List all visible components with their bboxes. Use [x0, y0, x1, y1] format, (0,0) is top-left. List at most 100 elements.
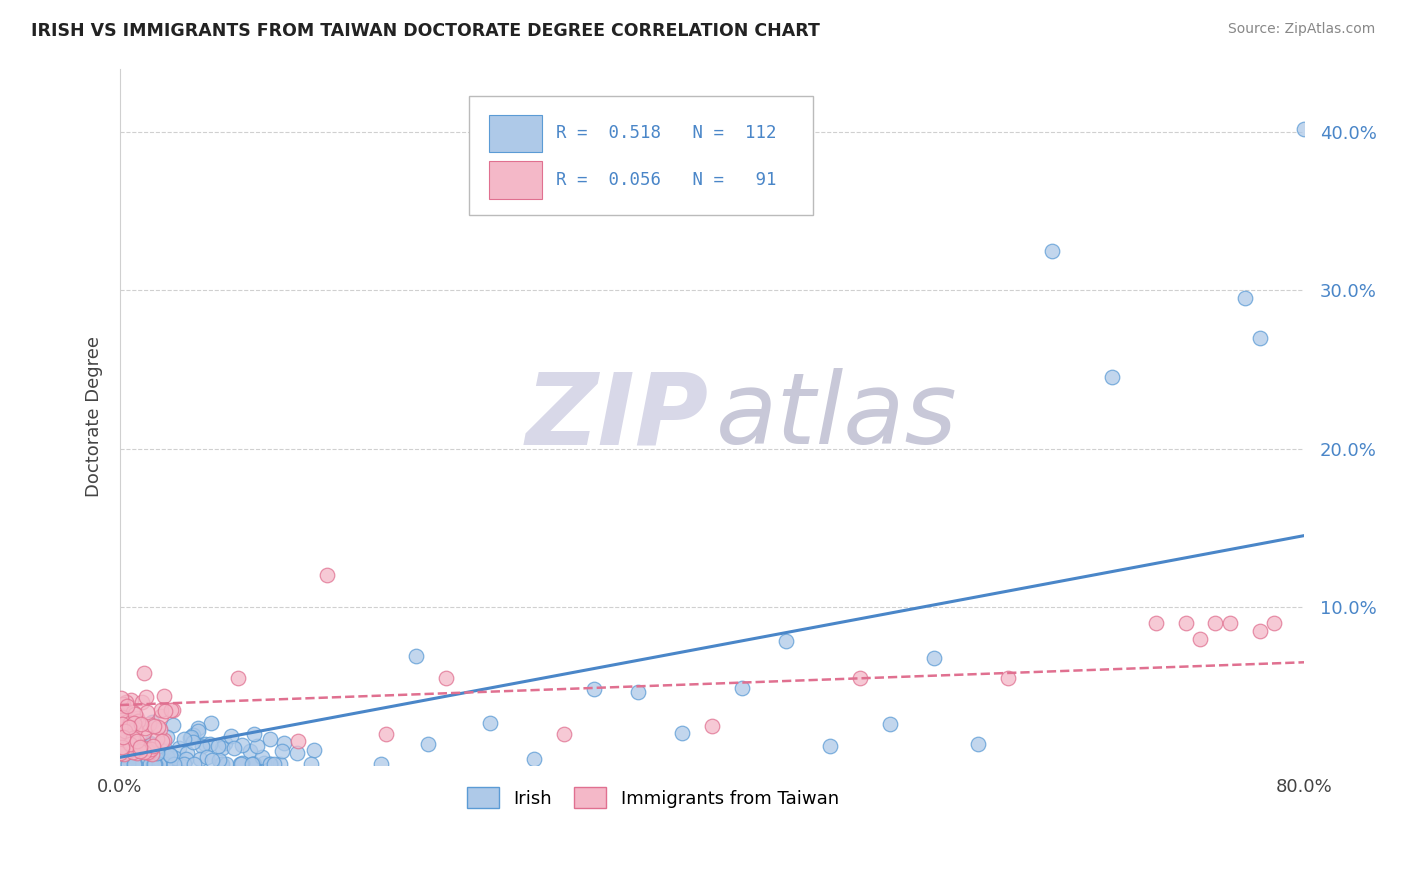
Point — [187, 724, 209, 739]
Point — [131, 695, 153, 709]
Point — [139, 756, 162, 771]
Point — [1249, 331, 1271, 345]
Point — [242, 756, 264, 771]
Point — [148, 756, 170, 771]
Point — [1249, 624, 1271, 638]
Point — [132, 725, 155, 739]
Point — [240, 756, 263, 771]
Point — [136, 706, 159, 720]
Point — [163, 750, 186, 764]
Point — [849, 671, 872, 685]
Point — [115, 740, 138, 755]
Point — [253, 756, 276, 771]
Point — [287, 734, 309, 748]
Point — [1101, 370, 1123, 384]
Point — [111, 741, 134, 756]
Point — [879, 717, 901, 731]
Point — [1294, 121, 1316, 136]
Point — [139, 744, 162, 758]
Text: ZIP: ZIP — [526, 368, 709, 466]
Point — [141, 742, 163, 756]
Point — [149, 722, 172, 736]
Point — [118, 720, 141, 734]
Point — [1189, 632, 1212, 646]
Point — [142, 756, 165, 771]
FancyBboxPatch shape — [470, 96, 813, 215]
Point — [141, 747, 163, 761]
Text: IRISH VS IMMIGRANTS FROM TAIWAN DOCTORATE DEGREE CORRELATION CHART: IRISH VS IMMIGRANTS FROM TAIWAN DOCTORAT… — [31, 22, 820, 40]
Point — [111, 716, 134, 731]
Point — [111, 739, 134, 754]
Point — [269, 756, 291, 771]
Point — [143, 719, 166, 733]
Point — [263, 756, 285, 771]
Point — [259, 756, 281, 771]
Point — [149, 703, 172, 717]
Point — [195, 750, 218, 764]
Point — [111, 717, 134, 731]
Point — [110, 708, 132, 723]
Point — [246, 739, 269, 753]
Point — [228, 671, 250, 685]
Point — [1174, 615, 1197, 630]
Point — [110, 731, 132, 746]
Point — [153, 689, 176, 703]
Point — [1219, 615, 1241, 630]
Point — [479, 716, 502, 731]
Point — [141, 715, 163, 730]
Point — [176, 746, 198, 760]
Point — [270, 744, 292, 758]
Point — [153, 756, 176, 771]
Point — [117, 737, 139, 751]
Point — [188, 752, 211, 766]
Point — [187, 722, 209, 736]
Point — [215, 756, 238, 771]
Point — [259, 756, 281, 771]
Y-axis label: Doctorate Degree: Doctorate Degree — [86, 336, 103, 498]
Point — [155, 743, 177, 757]
Point — [138, 746, 160, 760]
Point — [775, 633, 797, 648]
Point — [129, 740, 152, 755]
Point — [136, 745, 159, 759]
Point — [997, 671, 1019, 685]
Point — [110, 705, 132, 719]
Point — [111, 713, 134, 727]
Point — [174, 752, 197, 766]
Point — [115, 742, 138, 756]
Point — [110, 730, 132, 744]
Point — [162, 756, 184, 771]
Point — [252, 749, 274, 764]
Point — [120, 693, 142, 707]
Text: Source: ZipAtlas.com: Source: ZipAtlas.com — [1227, 22, 1375, 37]
Point — [129, 742, 152, 756]
Point — [820, 739, 842, 753]
Point — [134, 721, 156, 735]
Point — [316, 568, 339, 582]
Point — [173, 732, 195, 747]
Point — [211, 756, 233, 771]
Point — [299, 756, 322, 771]
Point — [155, 704, 177, 718]
Point — [148, 748, 170, 763]
Point — [138, 717, 160, 731]
Point — [142, 739, 165, 754]
Point — [111, 730, 134, 744]
Point — [135, 743, 157, 757]
Point — [139, 736, 162, 750]
Point — [201, 753, 224, 767]
Point — [115, 723, 138, 738]
Point — [150, 733, 173, 747]
Point — [150, 743, 173, 757]
Point — [209, 756, 232, 771]
Point — [434, 671, 457, 685]
Point — [1144, 615, 1167, 630]
Point — [181, 735, 204, 749]
Point — [194, 737, 217, 751]
Point — [121, 728, 143, 742]
Point — [416, 738, 439, 752]
Point — [671, 726, 693, 740]
Point — [124, 756, 146, 771]
Point — [730, 681, 752, 695]
Point — [243, 726, 266, 740]
